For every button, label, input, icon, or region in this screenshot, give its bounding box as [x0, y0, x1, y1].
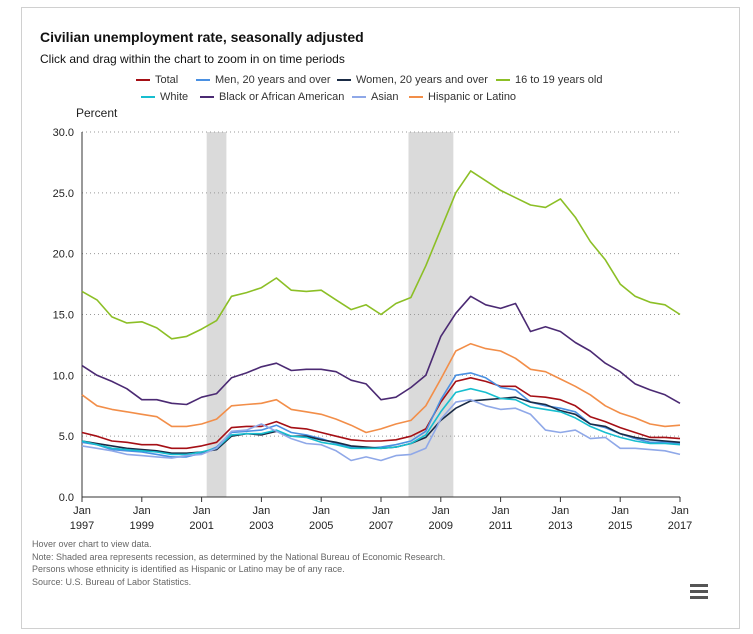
axes: 0.0 5.0 10.0 15.0 20.0 25.0 30.0 Jan 1997 Jan 1999… [53, 127, 693, 532]
series-line-1[interactable] [81, 372, 681, 458]
x-tick-label-year: 2007 [369, 520, 393, 532]
y-axis-label: Percent [76, 106, 118, 120]
x-tick-label-year: 2009 [429, 520, 453, 532]
legend-swatch [136, 79, 150, 81]
series-line-0[interactable] [81, 376, 681, 450]
y-tick-label: 10.0 [53, 370, 74, 382]
x-tick-label-month: Jan [133, 505, 151, 517]
x-tick-label-month: Jan [432, 505, 450, 517]
legend-label: Women, 20 years and over [356, 74, 488, 86]
legend-label: Hispanic or Latino [428, 91, 517, 103]
recession-band [206, 132, 227, 497]
x-tick-label-month: Jan [312, 505, 330, 517]
series-lines [81, 170, 681, 462]
series-line-7[interactable] [81, 342, 681, 434]
legend-swatch [337, 79, 351, 81]
x-tick-label-year: 2003 [249, 520, 273, 532]
legend-swatch [196, 79, 210, 81]
recession-note: Note: Shaded area represents recession, … [32, 551, 446, 562]
x-tick-label-year: 2013 [548, 520, 572, 532]
legend-label: White [160, 91, 189, 103]
x-tick-label-year: 2001 [189, 520, 213, 532]
chart-subtitle: Click and drag within the chart to zoom … [40, 52, 345, 66]
x-tick-label-month: Jan [73, 505, 91, 517]
x-tick-label-year: 2017 [668, 520, 692, 532]
x-tick-label-month: Jan [552, 505, 570, 517]
legend-label: Total [155, 74, 179, 86]
legend-item-white[interactable]: White [141, 91, 188, 103]
x-tick-label-month: Jan [372, 505, 390, 517]
x-tick-label-month: Jan [253, 505, 271, 517]
legend-item-women[interactable]: Women, 20 years and over [337, 74, 488, 86]
y-tick-label: 20.0 [53, 249, 74, 261]
source-note: Source: U.S. Bureau of Labor Statistics. [32, 576, 192, 587]
x-tick-label-year: 2011 [489, 520, 513, 532]
legend-label: Asian [371, 91, 399, 103]
series-line-2[interactable] [81, 396, 681, 455]
y-tick-label: 30.0 [53, 127, 74, 139]
y-tick-label: 0.0 [59, 492, 74, 504]
series-line-5[interactable] [81, 295, 681, 406]
legend-swatch [141, 96, 155, 98]
legend-swatch [352, 96, 366, 98]
legend-swatch [496, 79, 510, 81]
y-tick-label: 15.0 [53, 310, 74, 322]
x-tick-label-year: 2005 [309, 520, 333, 532]
hover-note: Hover over chart to view data. [32, 539, 152, 549]
x-tick-label-month: Jan [611, 505, 629, 517]
grid-lines [82, 131, 680, 437]
legend-label: Men, 20 years and over [215, 74, 331, 86]
x-tick-label-year: 1999 [130, 520, 154, 532]
legend-item-total[interactable]: Total [136, 74, 178, 86]
x-tick-label-month: Jan [671, 505, 689, 517]
series-line-6[interactable] [81, 398, 681, 462]
chart-container [21, 7, 740, 629]
chart-notes: Hover over chart to view data. Note: Sha… [32, 538, 445, 588]
legend-label: Black or African American [219, 91, 345, 103]
y-tick-label: 25.0 [53, 188, 74, 200]
x-tick-label-month: Jan [492, 505, 510, 517]
series-line-4[interactable] [81, 387, 681, 456]
x-tick-label-year: 2015 [608, 520, 632, 532]
legend-swatch [409, 96, 423, 98]
chart-title: Civilian unemployment rate, seasonally a… [40, 29, 364, 45]
legend-item-asian[interactable]: Asian [352, 91, 399, 103]
x-tick-label-month: Jan [193, 505, 211, 517]
hamburger-menu-icon[interactable] [690, 584, 708, 600]
legend-item-men[interactable]: Men, 20 years and over [196, 74, 331, 86]
legend-swatch [200, 96, 214, 98]
legend-item-hispanic[interactable]: Hispanic or Latino [409, 91, 516, 103]
series-line-3[interactable] [81, 170, 681, 340]
x-tick-label-year: 1997 [70, 520, 94, 532]
legend-item-teens[interactable]: 16 to 19 years old [496, 74, 602, 86]
legend-label: 16 to 19 years old [515, 74, 603, 86]
y-tick-label: 5.0 [59, 431, 74, 443]
ethnicity-note: Persons whose ethnicity is identified as… [32, 564, 345, 574]
legend-item-black[interactable]: Black or African American [200, 91, 344, 103]
